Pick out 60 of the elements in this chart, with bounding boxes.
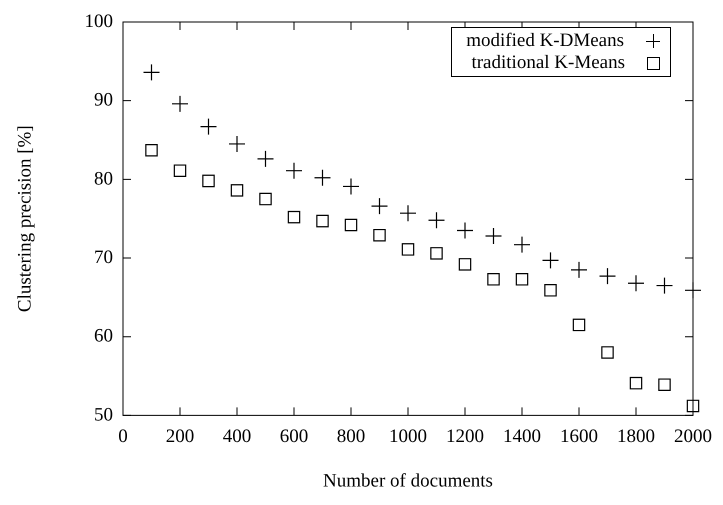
legend-label: modified K-DMeans <box>466 30 624 52</box>
x-tick-label: 1400 <box>503 426 541 447</box>
point <box>428 212 446 229</box>
x-tick-label: 0 <box>118 426 128 447</box>
point <box>456 222 474 240</box>
y-tick-label: 80 <box>94 168 113 190</box>
point <box>202 174 215 188</box>
point <box>402 243 414 256</box>
x-tick-label: 1200 <box>446 426 484 447</box>
point <box>430 247 443 260</box>
point <box>373 228 386 242</box>
x-tick-label: 200 <box>166 426 194 447</box>
x-tick-label: 800 <box>336 426 366 447</box>
point <box>145 144 158 157</box>
x-tick-label: 600 <box>280 426 308 447</box>
point <box>570 261 588 278</box>
point <box>572 318 586 332</box>
y-tick-label: 100 <box>84 10 113 32</box>
point <box>142 64 160 81</box>
point <box>288 210 300 224</box>
point <box>513 236 531 254</box>
point <box>256 150 274 168</box>
y-tick-label: 90 <box>94 90 113 111</box>
point <box>598 268 616 285</box>
point <box>171 95 189 112</box>
point <box>285 162 303 180</box>
point <box>200 118 218 136</box>
legend-label: traditional K-Means <box>471 52 625 74</box>
point <box>370 198 388 215</box>
point <box>542 252 560 269</box>
point <box>658 378 671 391</box>
y-tick-label: 50 <box>94 404 113 426</box>
x-tick-label: 1600 <box>560 426 598 447</box>
point <box>259 192 272 206</box>
point <box>656 276 674 294</box>
point <box>487 273 500 286</box>
point <box>544 284 557 297</box>
x-tick-label: 2000 <box>674 426 712 447</box>
point <box>314 169 332 186</box>
point <box>174 164 186 177</box>
x-tick-label: 1000 <box>389 426 427 447</box>
point <box>601 346 614 359</box>
point <box>484 227 502 245</box>
point <box>342 178 360 196</box>
y-tick-label: 70 <box>94 247 113 268</box>
x-tick-label: 1800 <box>617 426 655 447</box>
point <box>344 218 358 232</box>
y-axis-title: Clustering precision [%] <box>14 125 36 312</box>
point <box>686 400 700 412</box>
point <box>458 258 472 271</box>
point <box>316 214 329 228</box>
point <box>230 184 244 197</box>
point <box>627 274 645 292</box>
point <box>399 204 417 222</box>
point <box>228 135 246 153</box>
point <box>630 376 642 390</box>
x-axis-title: Number of documents <box>323 470 493 492</box>
y-tick-label: 60 <box>94 326 113 347</box>
x-tick-label: 400 <box>222 426 252 447</box>
point <box>516 273 528 286</box>
